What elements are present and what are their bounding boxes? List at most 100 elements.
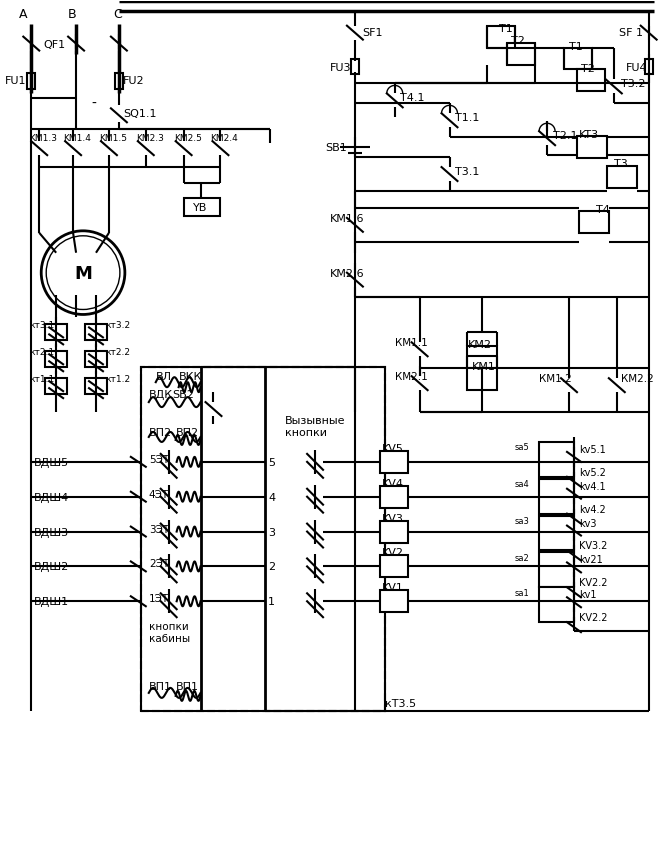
Bar [539,442,574,477]
Text: kv5.2: kv5.2 [579,467,606,477]
Text: 3: 3 [268,527,275,537]
Bar [507,43,535,66]
Bar [539,553,574,588]
Text: SF1: SF1 [362,27,382,37]
Text: KV3: KV3 [382,513,404,523]
Text: T3.1: T3.1 [456,167,480,177]
Bar [351,60,359,75]
Text: кт1.2: кт1.2 [105,374,130,383]
Text: -: - [91,97,96,112]
Text: ВДК: ВДК [149,389,173,400]
Text: T2: T2 [581,63,595,73]
Text: ВП2: ВП2 [176,428,199,437]
Text: kv5.1: kv5.1 [579,445,606,454]
Bar [539,588,574,623]
Text: FU4: FU4 [626,62,648,72]
Bar [85,325,107,341]
Text: KV1: KV1 [382,583,404,593]
Text: кт3.2: кт3.2 [105,320,130,330]
Text: кнопки: кнопки [285,428,327,437]
Text: YB: YB [193,203,207,213]
Bar [380,556,408,578]
Bar [380,452,408,473]
Text: кт3.1: кт3.1 [29,320,55,330]
Bar [564,49,592,71]
Text: SB1: SB1 [325,143,346,153]
Text: sa3: sa3 [514,516,529,526]
Text: SQ1.1: SQ1.1 [123,109,156,119]
Text: FU1: FU1 [5,77,26,86]
Text: KV2: KV2 [382,548,404,558]
Text: ВДШ5: ВДШ5 [35,458,69,467]
Text: kv1: kv1 [579,590,597,600]
Text: A: A [19,9,28,21]
Text: T4: T4 [596,204,610,215]
Bar [45,379,67,394]
Text: T3.2: T3.2 [621,79,645,89]
Bar [539,479,574,514]
Text: KV4: KV4 [382,478,404,488]
Text: 4: 4 [268,492,275,502]
Bar [115,74,123,90]
Text: 5ЭТ: 5ЭТ [149,454,169,464]
Bar [184,199,221,216]
Text: C: C [113,9,122,21]
Bar [85,379,107,394]
Text: 5: 5 [268,458,275,467]
Bar [607,167,636,189]
Text: T2.1: T2.1 [553,131,578,141]
Bar [487,26,515,49]
Bar [380,521,408,543]
Text: T4.1: T4.1 [400,93,424,103]
Text: кнопки: кнопки [149,621,188,631]
Text: КМ2.2: КМ2.2 [621,374,654,383]
Text: KM2.4: KM2.4 [211,134,238,142]
Bar [85,352,107,368]
Bar [577,71,605,92]
Circle shape [41,232,125,315]
Text: FU2: FU2 [123,77,144,86]
Text: 1ЭТ: 1ЭТ [149,594,169,603]
Text: KM2.6: KM2.6 [330,268,364,279]
Text: kv3: kv3 [579,518,597,528]
Text: KM2.3: KM2.3 [136,134,164,142]
Text: КМ1.1: КМ1.1 [395,338,428,348]
Text: T1.1: T1.1 [456,113,480,124]
Text: KM1.3: KM1.3 [29,134,57,142]
Text: кт1.1: кт1.1 [29,374,55,383]
Bar [45,352,67,368]
Text: T2: T2 [511,36,525,45]
Text: кт2.2: кт2.2 [105,348,130,356]
Text: KT3: KT3 [579,130,599,140]
Text: 1: 1 [268,596,275,607]
Text: KM1: KM1 [471,362,495,371]
Text: KV3.2: KV3.2 [579,541,607,551]
Text: SB2: SB2 [173,389,195,400]
Bar [644,60,652,75]
Text: QF1: QF1 [43,39,65,49]
Text: sa2: sa2 [514,553,529,562]
Bar [141,368,385,711]
Text: KM1.5: KM1.5 [99,134,127,142]
Text: ВП2: ВП2 [149,428,172,437]
Text: ВКК: ВКК [179,371,202,382]
Text: B: B [68,9,76,21]
Text: KM1.6: KM1.6 [330,214,364,223]
Text: 2ЭТ: 2ЭТ [149,559,169,569]
Text: sa5: sa5 [514,443,529,452]
Text: KV2.2: KV2.2 [579,578,607,588]
Bar [467,347,497,369]
Text: KV2.2: KV2.2 [579,613,607,623]
Text: KM2: KM2 [467,340,491,350]
Bar [141,368,385,711]
Text: T1: T1 [499,24,513,33]
Text: sa4: sa4 [514,480,529,489]
Bar [579,211,609,233]
Text: 4ЭТ: 4ЭТ [149,489,169,499]
Text: M: M [74,264,92,282]
Text: ВДШ4: ВДШ4 [35,492,70,502]
Bar [467,369,497,391]
Text: SF 1: SF 1 [619,27,643,37]
Text: sa1: sa1 [514,588,529,597]
Text: КМ2.1: КМ2.1 [395,371,428,382]
